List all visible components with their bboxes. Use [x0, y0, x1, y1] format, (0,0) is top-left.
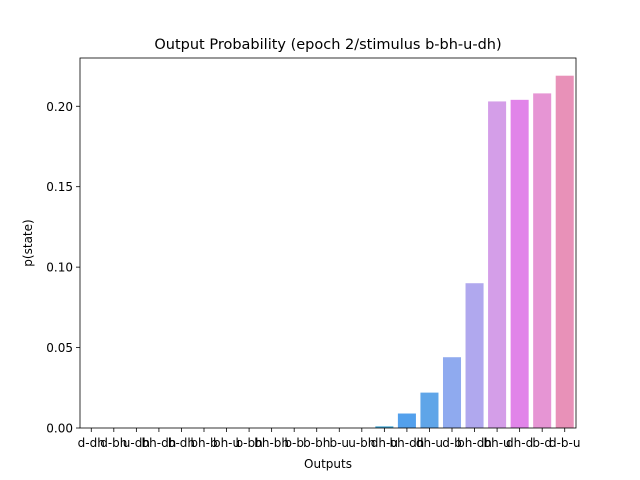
bar-20 — [533, 93, 552, 428]
x-tick-label-11: b-u — [329, 436, 349, 450]
y-tick-label-3: 0.15 — [46, 180, 73, 194]
bars-group — [375, 75, 574, 429]
x-tick-label-15: dh-u — [416, 436, 443, 450]
y-tick-label-4: 0.20 — [46, 100, 73, 114]
x-tick-label-9: b-b — [284, 436, 304, 450]
x-tick-label-6: bh-u — [213, 436, 240, 450]
x-tick-label-10: b-bh — [303, 436, 330, 450]
x-tick-label-4: b-dh — [168, 436, 195, 450]
bar-16 — [442, 357, 462, 428]
x-axis: d-dhd-bhu-dhbh-dhb-dhbh-bbh-ub-bhbh-bhb-… — [78, 428, 581, 450]
x-tick-label-21: d-b-u — [549, 436, 581, 450]
x-tick-label-18: bh-u — [484, 436, 511, 450]
bar-17 — [465, 283, 484, 428]
x-tick-label-12: u-bh — [348, 436, 375, 450]
bar-19 — [510, 99, 529, 428]
x-tick-label-20: b-d — [532, 436, 552, 450]
x-tick-label-8: bh-bh — [254, 436, 289, 450]
bar-13 — [375, 426, 394, 428]
y-axis-label: p(state) — [21, 219, 35, 266]
x-tick-label-0: d-dh — [78, 436, 105, 450]
bar-14 — [397, 413, 416, 428]
plot-frame — [79, 57, 577, 429]
x-tick-label-16: d-b — [442, 436, 462, 450]
x-tick-label-3: bh-dh — [142, 436, 177, 450]
bar-18 — [488, 101, 507, 429]
x-tick-label-7: b-bh — [236, 436, 263, 450]
chart-title: Output Probability (epoch 2/stimulus b-b… — [154, 37, 501, 53]
y-tick-label-1: 0.05 — [46, 341, 73, 355]
bar-15 — [420, 392, 439, 428]
y-tick-label-2: 0.10 — [46, 261, 73, 275]
x-tick-label-2: u-dh — [123, 436, 150, 450]
x-tick-label-19: dh-d — [506, 436, 533, 450]
x-tick-label-14: bh-dh — [390, 436, 425, 450]
x-axis-label: Outputs — [304, 457, 352, 471]
x-tick-label-17: bh-dh — [457, 436, 492, 450]
y-tick-label-0: 0.00 — [46, 422, 73, 436]
bar-21 — [555, 75, 574, 428]
x-tick-label-5: bh-b — [190, 436, 217, 450]
x-tick-label-13: dh-u — [371, 436, 398, 450]
x-tick-label-1: d-bh — [100, 436, 127, 450]
y-axis: 0.00 0.05 0.10 0.15 0.20 — [46, 100, 80, 436]
